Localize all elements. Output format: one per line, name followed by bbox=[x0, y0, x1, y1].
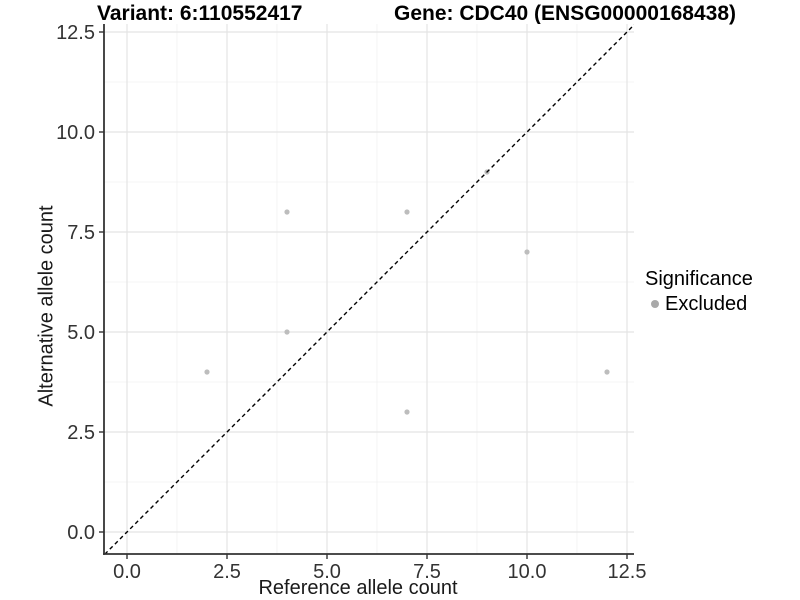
y-tick-label: 12.5 bbox=[56, 22, 95, 44]
identity-line bbox=[104, 24, 634, 554]
axis-ticks bbox=[99, 31, 628, 559]
legend-item-excluded: Excluded bbox=[651, 293, 753, 315]
y-tick-label: 0.0 bbox=[67, 522, 95, 544]
x-tick-label: 0.0 bbox=[113, 561, 141, 583]
data-point bbox=[284, 209, 290, 215]
data-point bbox=[404, 209, 410, 215]
legend-title: Significance bbox=[645, 268, 753, 290]
plot-title-variant: Variant: 6:110552417 bbox=[97, 2, 303, 25]
x-tick-label: 10.0 bbox=[508, 561, 547, 583]
y-tick-label: 10.0 bbox=[56, 122, 95, 144]
data-point bbox=[284, 329, 290, 335]
panel-background bbox=[104, 24, 634, 554]
data-point bbox=[204, 369, 210, 375]
data-point bbox=[604, 369, 610, 375]
y-tick-label: 7.5 bbox=[67, 222, 95, 244]
plot-title-gene: Gene: CDC40 (ENSG00000168438) bbox=[394, 2, 737, 25]
legend: Significance Excluded bbox=[645, 268, 753, 315]
grid-major bbox=[104, 24, 634, 554]
data-point bbox=[524, 249, 530, 255]
x-axis-title: Reference allele count bbox=[258, 577, 458, 599]
data-points bbox=[204, 169, 610, 415]
y-tick-label: 2.5 bbox=[67, 422, 95, 444]
x-tick-label: 7.5 bbox=[413, 561, 441, 583]
legend-item-label: Excluded bbox=[665, 293, 748, 315]
y-axis-title: Alternative allele count bbox=[35, 205, 58, 407]
y-tick-label: 5.0 bbox=[67, 322, 95, 344]
grid-minor bbox=[104, 24, 634, 554]
data-point bbox=[404, 409, 410, 415]
legend-point-icon bbox=[651, 300, 659, 308]
x-tick-label: 5.0 bbox=[313, 561, 341, 583]
x-tick-label: 2.5 bbox=[213, 561, 241, 583]
x-tick-label: 12.5 bbox=[608, 561, 647, 583]
